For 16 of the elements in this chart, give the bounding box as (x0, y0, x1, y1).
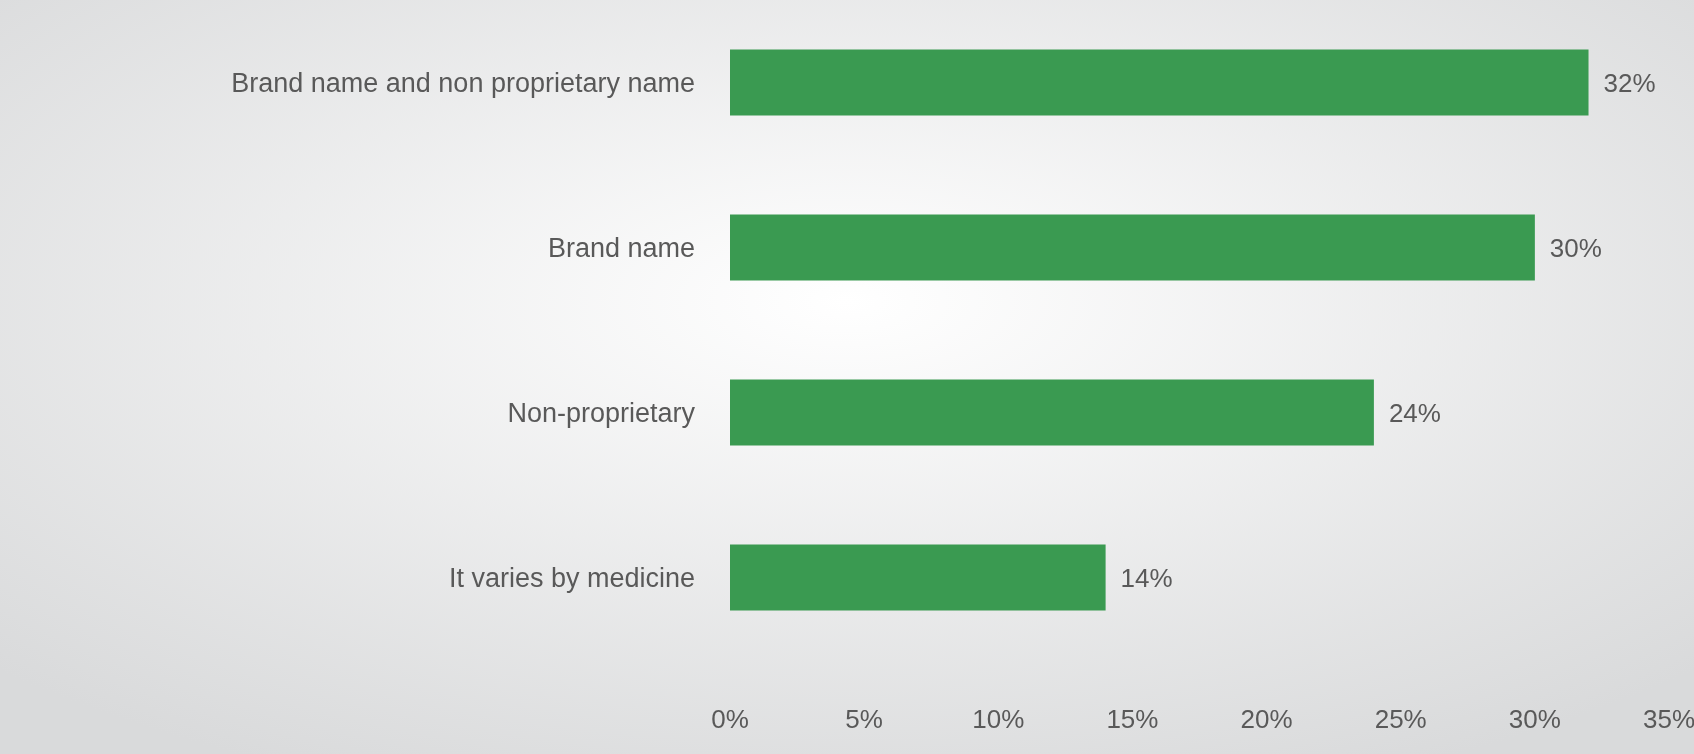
x-tick-label: 15% (1106, 704, 1159, 734)
y-tick-label: Brand name and non proprietary name (231, 67, 695, 98)
data-label: 30% (1549, 232, 1602, 263)
x-tick-label: 30% (1508, 704, 1561, 734)
x-tick-label: 10% (972, 704, 1025, 734)
x-tick-label: 35% (1642, 704, 1694, 734)
x-tick-label: 20% (1240, 704, 1293, 734)
y-tick-label: Non-proprietary (507, 397, 696, 428)
x-tick-label: 25% (1374, 704, 1427, 734)
x-tick-label: 5% (845, 704, 883, 734)
data-label: 24% (1388, 397, 1441, 428)
y-tick-label: It varies by medicine (448, 562, 695, 593)
y-tick-label: Brand name (547, 232, 695, 263)
data-label: 32% (1603, 67, 1656, 98)
x-tick-label: 0% (711, 704, 749, 734)
data-label: 14% (1120, 562, 1173, 593)
